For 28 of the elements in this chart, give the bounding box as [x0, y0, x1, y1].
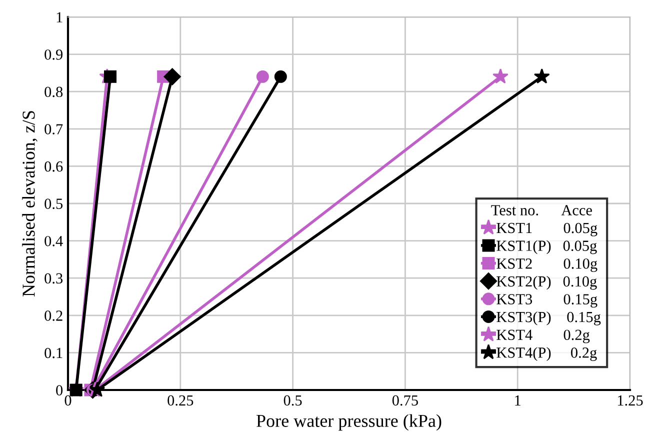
legend-label: KST4 0.2g: [496, 330, 590, 344]
legend-label: KST2 0.10g: [496, 258, 598, 272]
x-tick-label: 0.25: [168, 395, 194, 406]
y-tick-label: 0.4: [44, 236, 63, 246]
x-tick-label: 0.75: [392, 395, 418, 406]
legend-label: KST4(P) 0.2g: [496, 347, 597, 361]
y-axis-title: Normalised elevation, z/S: [22, 111, 38, 296]
legend-title: Test no. Acce: [491, 205, 592, 216]
y-tick-label: 0.6: [44, 161, 63, 172]
x-axis-title: Pore water pressure (kPa): [256, 414, 442, 431]
y-tick-label: 0.8: [44, 86, 63, 98]
y-tick-label: 0.2: [44, 310, 62, 321]
y-tick-label: 0.3: [44, 273, 63, 284]
x-tick-label: 0.5: [284, 395, 302, 406]
y-tick-label: 0.5: [44, 198, 63, 210]
legend-label: KST1(P) 0.05g: [496, 240, 597, 254]
legend-label: KST3 0.15g: [496, 294, 598, 308]
y-tick-label: 1: [56, 12, 62, 22]
y-tick-label: 0.7: [44, 124, 63, 134]
x-tick-label: 1: [515, 395, 521, 406]
legend-label: KST3(P) 0.15g: [496, 311, 601, 326]
y-tick-label: 0.1: [44, 348, 62, 358]
x-tick-label: 0: [64, 395, 72, 406]
y-tick-label: 0: [56, 385, 63, 396]
y-tick-label: 0.9: [44, 49, 63, 60]
legend-label: KST2(P) 0.10g: [496, 276, 597, 290]
x-tick-label: 1.25: [618, 395, 643, 406]
legend-label: KST1 0.05g: [496, 222, 598, 236]
